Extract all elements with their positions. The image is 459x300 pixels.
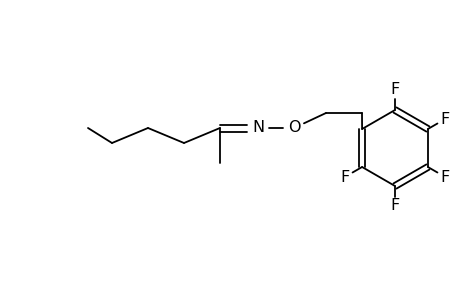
Text: F: F: [440, 169, 449, 184]
Text: O: O: [287, 121, 300, 136]
Text: F: F: [339, 169, 349, 184]
Text: N: N: [252, 121, 263, 136]
Text: F: F: [440, 112, 449, 127]
Text: F: F: [390, 82, 399, 98]
Text: F: F: [390, 199, 399, 214]
